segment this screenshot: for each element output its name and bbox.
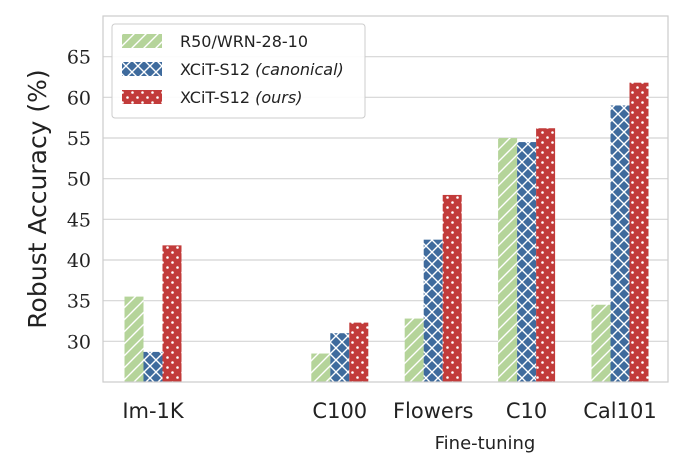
bar-c10-series-2 [517, 142, 537, 382]
x-tick-flowers: Flowers [393, 399, 473, 423]
y-tick-40: 40 [67, 250, 91, 272]
legend-label-1: R50/WRN-28-10 [180, 32, 308, 51]
y-axis-label: Robust Accuracy (%) [23, 69, 52, 328]
bar-flowers-series-1 [404, 318, 424, 382]
bars [124, 82, 649, 383]
bar-c100-series-3 [349, 322, 369, 382]
x-tick-im-1k: Im-1K [122, 399, 185, 423]
x-tick-c10: C10 [506, 399, 547, 423]
x-tick-cal101: Cal101 [583, 399, 656, 423]
y-tick-60: 60 [67, 87, 91, 109]
legend: R50/WRN-28-10 XCiT-S12 (canonical) XCiT-S1… [111, 23, 366, 119]
bar-flowers-series-2 [423, 239, 443, 382]
x-tick-c100: C100 [312, 399, 367, 423]
bar-cal101-series-2 [610, 105, 630, 382]
bar-c10-series-3 [536, 128, 556, 382]
bar-im-1k-series-2 [143, 351, 163, 382]
bar-flowers-series-3 [442, 194, 462, 382]
bar-cal101-series-1 [591, 304, 611, 382]
legend-label-2: XCiT-S12 (canonical) [180, 60, 344, 79]
legend-label-3: XCiT-S12 (ours) [180, 88, 302, 107]
bar-im-1k-series-1 [124, 296, 144, 382]
legend-box [111, 23, 366, 119]
x-tick-labels: Im-1K C100 Flowers C10 Cal101 [122, 399, 656, 423]
legend-swatch-3 [122, 90, 162, 104]
y-tick-labels: 30 35 40 45 50 55 60 65 [67, 47, 91, 354]
plot-frame [102, 15, 669, 383]
bar-c100-series-1 [311, 353, 331, 382]
y-tick-55: 55 [67, 128, 91, 150]
bar-c100-series-2 [330, 333, 350, 382]
y-tick-35: 35 [67, 291, 91, 313]
legend-swatch-2 [122, 62, 162, 76]
legend-entries: R50/WRN-28-10 XCiT-S12 (canonical) XCiT-S1… [122, 32, 344, 107]
y-tick-50: 50 [67, 169, 91, 191]
legend-swatch-1 [122, 34, 162, 48]
y-tick-30: 30 [67, 331, 91, 353]
bar-im-1k-series-3 [162, 245, 182, 382]
y-tick-45: 45 [67, 209, 91, 231]
y-tick-65: 65 [67, 47, 91, 69]
x-group-label: Fine-tuning [435, 433, 536, 454]
bar-c10-series-1 [498, 138, 518, 382]
bar-cal101-series-3 [629, 82, 649, 383]
